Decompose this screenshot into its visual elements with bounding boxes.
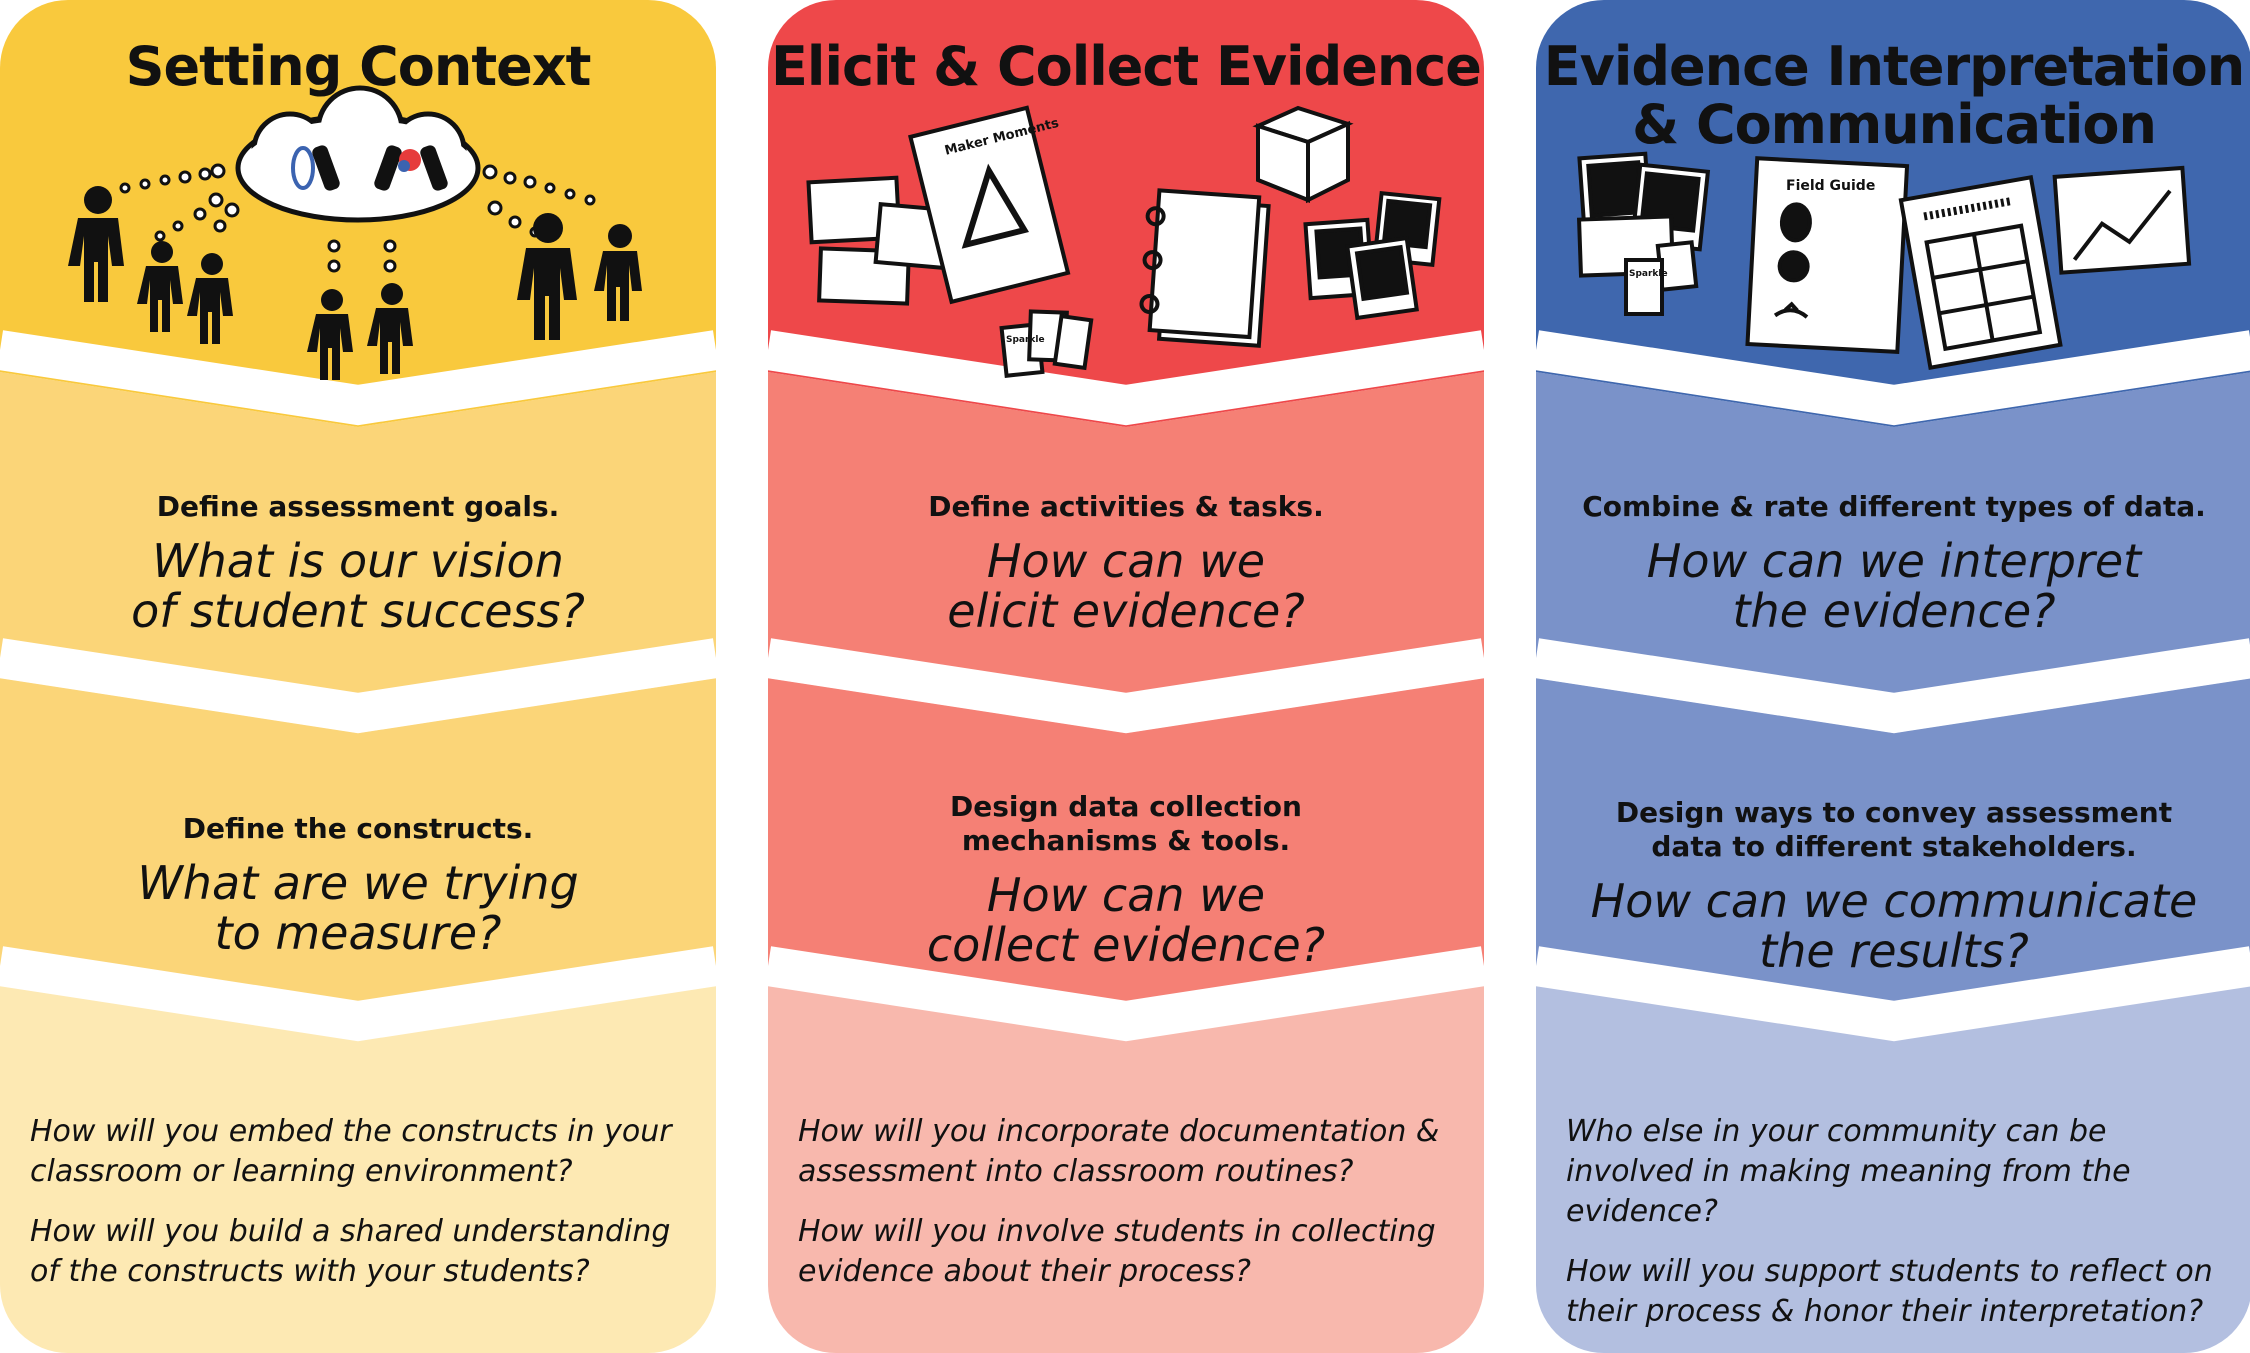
stage-combine-rate: Combine & rate different types of data. … — [1536, 490, 2250, 636]
thought-cloud-icon — [235, 85, 481, 223]
reflection-prompts: Who else in your community can be involv… — [1566, 1112, 2236, 1352]
stage-question: What are we trying to measure? — [137, 856, 579, 960]
reflection-prompts: How will you embed the constructs in you… — [30, 1112, 700, 1312]
evidence-materials-icon: Maker Moments Sparkle — [806, 105, 1442, 378]
sparkle-label: Sparkle — [1006, 335, 1045, 345]
stage-question: How can we interpret the evidence? — [1646, 534, 2142, 638]
field-guide-sheet-icon — [1745, 156, 1910, 354]
gap-line — [0, 946, 716, 1042]
band-bottom — [0, 985, 716, 1353]
column-setting-context: Setting Context — [0, 0, 716, 1353]
prompt-text: How will you support students to reflect… — [1566, 1254, 2213, 1329]
sparkle-cards-icon — [999, 309, 1094, 378]
stage-question: How can we communicate the results? — [1590, 874, 2198, 978]
stage-lead: Define activities & tasks. — [928, 490, 1324, 523]
interpretation-materials-icon: Field Guide Sparkle — [1576, 151, 2192, 370]
column-interpretation-communication: Evidence Interpretation & Communication — [1536, 0, 2250, 1353]
photos-icon — [1303, 190, 1442, 321]
stage-lead: Design data collection mechanisms & tool… — [950, 790, 1302, 857]
column-bands — [768, 0, 1484, 1353]
prompt-text: How will you embed the constructs in you… — [30, 1114, 672, 1189]
gap-line — [0, 638, 716, 734]
gap-line — [0, 330, 716, 426]
stage-define-constructs: Define the constructs. What are we tryin… — [0, 812, 716, 958]
sparkle-label: Sparkle — [1629, 269, 1668, 279]
stage-lead: Define assessment goals. — [156, 490, 560, 523]
prompt-text: How will you involve students in collect… — [798, 1214, 1436, 1289]
band-mid1 — [0, 372, 716, 733]
column-elicit-collect: Elicit & Collect Evidence — [768, 0, 1484, 1353]
stage-define-activities: Define activities & tasks. How can we el… — [768, 490, 1484, 636]
maker-moments-sheet-icon — [908, 105, 1071, 305]
column-bands — [1536, 0, 2250, 1353]
line-chart-icon — [2052, 165, 2192, 275]
prompt-text: How will you incorporate documentation &… — [798, 1114, 1440, 1189]
stage-design-collection: Design data collection mechanisms & tool… — [768, 790, 1484, 970]
reflection-prompts: How will you incorporate documentation &… — [798, 1112, 1468, 1312]
prompt-text: How will you build a shared understandin… — [30, 1214, 671, 1289]
stage-question: How can we collect evidence? — [926, 868, 1326, 972]
people-thinking-cloud-icon — [68, 85, 642, 380]
stage-question: What is our vision of student success? — [131, 534, 585, 638]
cube-icon — [1252, 105, 1354, 204]
column-title: Evidence Interpretation & Communication — [1543, 35, 2245, 156]
rubric-grid-icon — [1898, 175, 2063, 370]
column-title: Elicit & Collect Evidence — [771, 35, 1482, 98]
photos-icon — [1576, 151, 1711, 316]
dots — [119, 163, 596, 273]
notebook-icon — [1139, 188, 1271, 348]
stage-lead: Define the constructs. — [182, 812, 534, 845]
stage-define-goals: Define assessment goals. What is our vis… — [0, 490, 716, 636]
stage-lead: Design ways to convey assessment data to… — [1615, 796, 2173, 863]
band-mid2 — [0, 678, 716, 1040]
people-silhouettes — [68, 186, 642, 380]
stage-question: How can we elicit evidence? — [947, 534, 1305, 638]
stage-design-convey: Design ways to convey assessment data to… — [1536, 796, 2250, 976]
field-guide-label: Field Guide — [1786, 178, 1875, 194]
prompt-text: Who else in your community can be involv… — [1566, 1114, 2131, 1229]
stage-lead: Combine & rate different types of data. — [1582, 490, 2206, 523]
